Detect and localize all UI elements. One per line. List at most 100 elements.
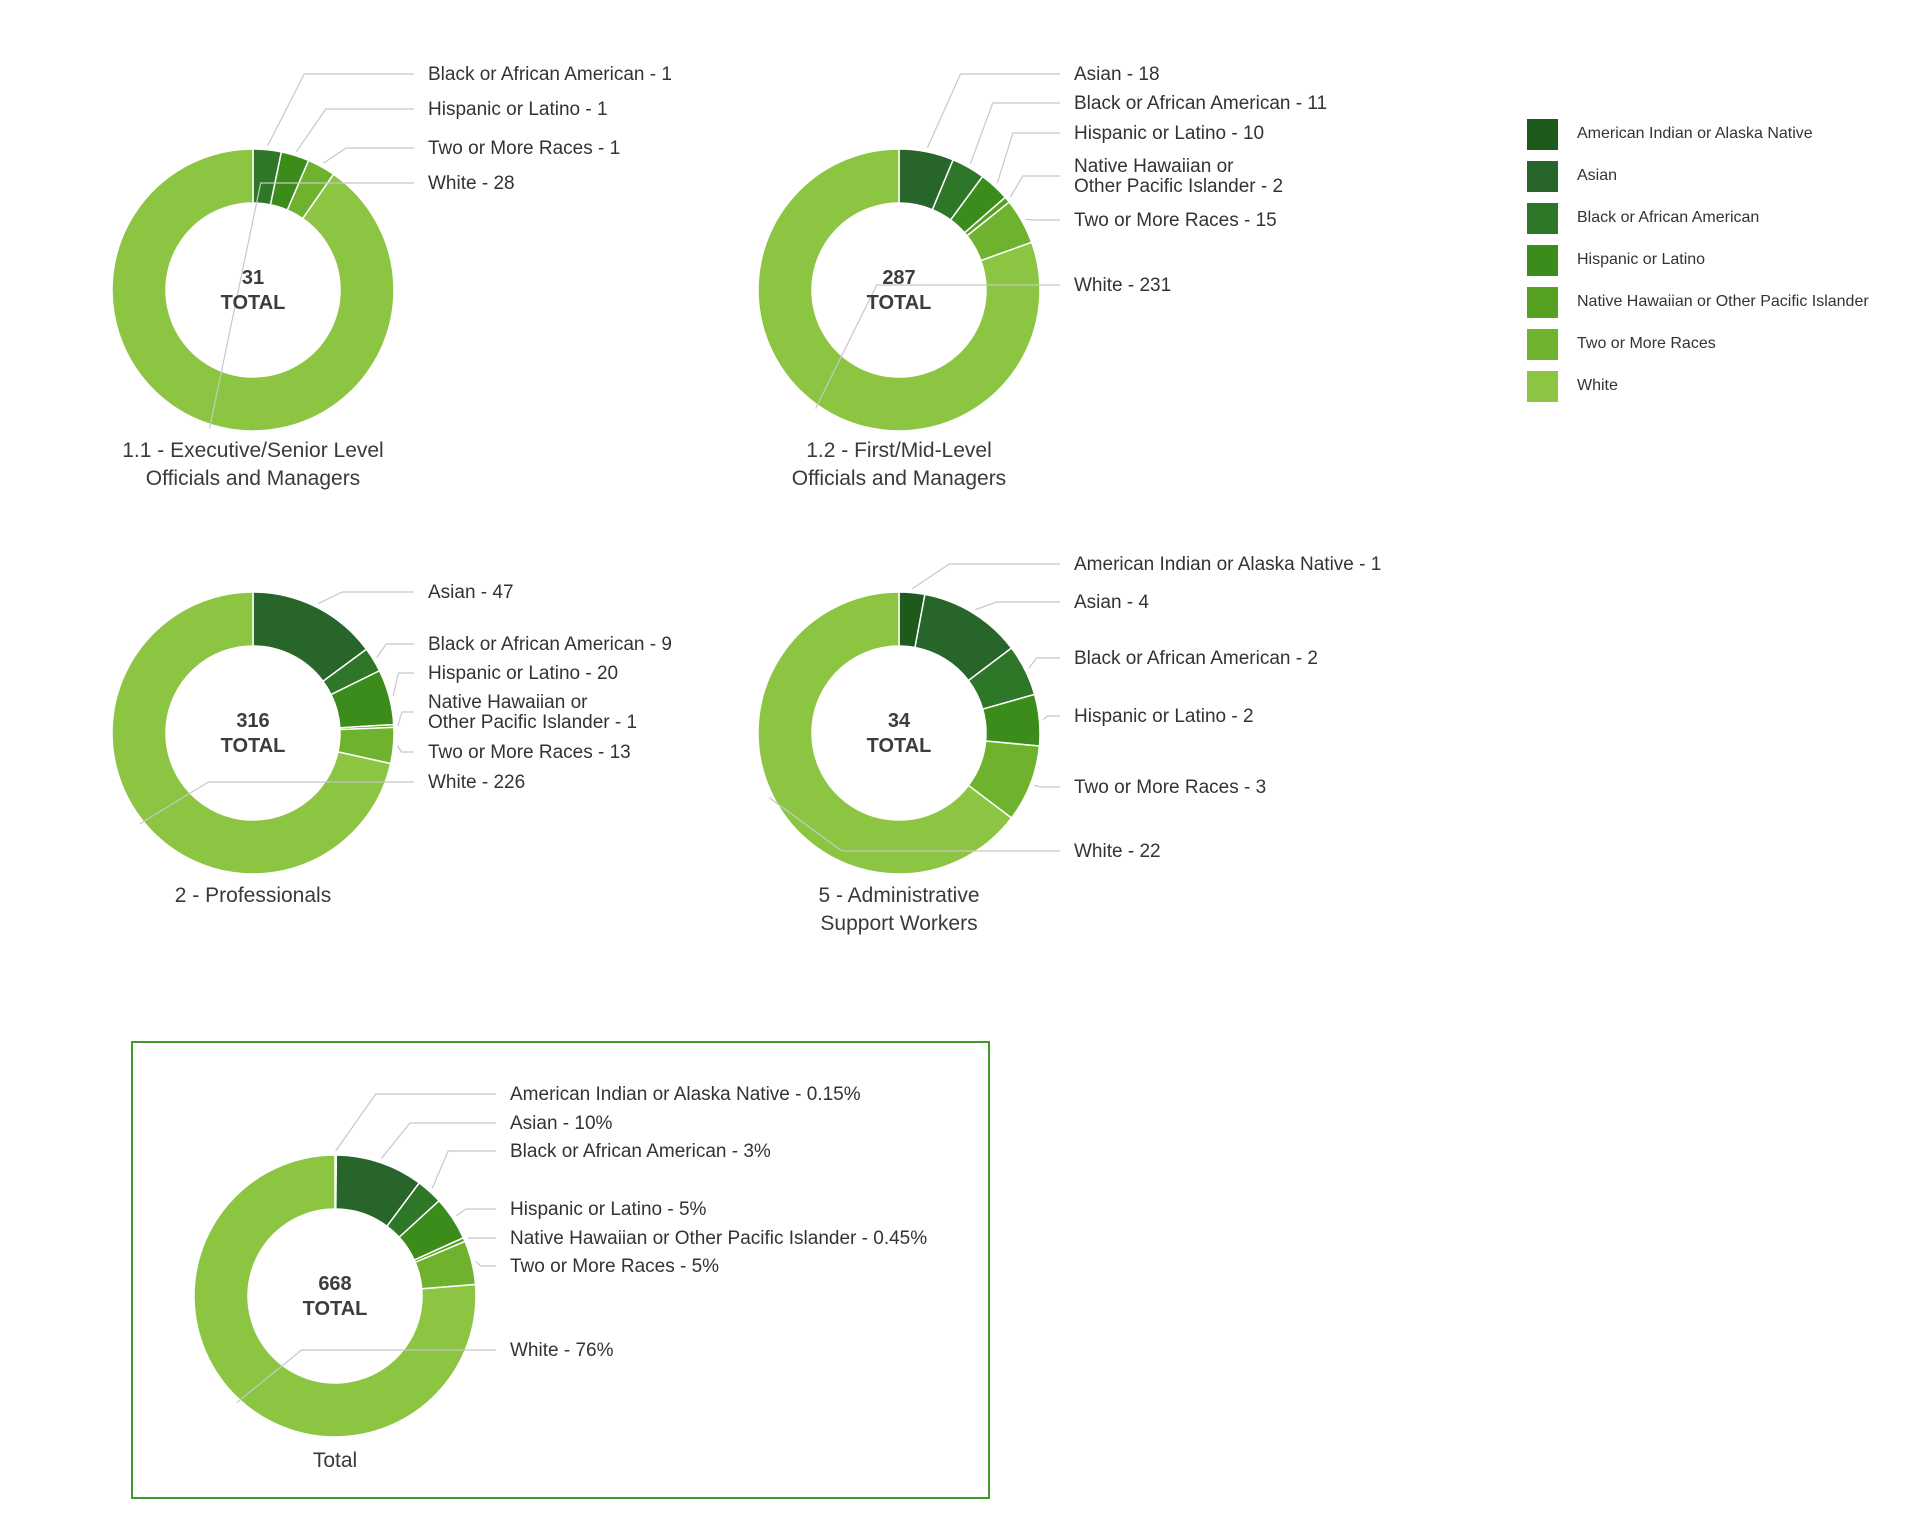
leader-line xyxy=(318,591,414,605)
center-total-value: 34 xyxy=(888,710,911,732)
legend-item: Native Hawaiian or Other Pacific Islande… xyxy=(1527,281,1869,323)
leader-line xyxy=(926,73,1060,149)
chart-title: 2 - Professionals xyxy=(175,884,331,907)
chart-title: Support Workers xyxy=(820,912,977,935)
donut-slice xyxy=(193,1154,477,1438)
leader-line xyxy=(975,601,1060,611)
center-total-value: 31 xyxy=(242,267,264,289)
leader-line xyxy=(431,1150,496,1189)
chart-title: 5 - Administrative xyxy=(818,884,979,907)
slice-label: Asian - 4 xyxy=(1074,592,1149,613)
leader-line xyxy=(335,1093,496,1152)
donut-chart-2: Asian - 18 Black or African American - 11… xyxy=(757,64,1327,490)
legend-label: Native Hawaiian or Other Pacific Islande… xyxy=(1577,293,1869,310)
leader-line xyxy=(768,797,1060,852)
legend-swatch xyxy=(1527,286,1558,318)
slice-label: Hispanic or Latino - 10 xyxy=(1074,123,1264,144)
legend-swatch xyxy=(1527,202,1558,234)
chart-title: Officials and Managers xyxy=(146,467,360,490)
total-chart-frame xyxy=(131,1041,990,1499)
leader-line xyxy=(815,284,1060,409)
slice-label: American Indian or Alaska Native - 1 xyxy=(1074,554,1381,575)
slice-label: Black or African American - 11 xyxy=(1074,93,1327,114)
slice-label: Two or More Races - 13 xyxy=(428,742,631,763)
donut-slice xyxy=(111,591,392,875)
slice-label: Hispanic or Latino - 20 xyxy=(428,663,618,684)
slice-label: White - 226 xyxy=(428,772,525,793)
legend-label: Two or More Races xyxy=(1577,335,1716,352)
donut-chart-4: American Indian or Alaska Native - 1 Asia… xyxy=(757,554,1381,935)
slice-label: Black or African American - 9 xyxy=(428,634,672,655)
leader-line xyxy=(969,102,1060,164)
legend-item: American Indian or Alaska Native xyxy=(1527,113,1869,155)
leader-line xyxy=(475,1261,496,1267)
slice-label: White - 22 xyxy=(1074,841,1161,862)
legend-label: Black or African American xyxy=(1577,209,1760,226)
leader-line xyxy=(1025,218,1060,221)
leader-line xyxy=(267,73,414,147)
leader-line xyxy=(295,108,414,152)
center-total-value: 668 xyxy=(318,1273,351,1295)
chart-title: Officials and Managers xyxy=(792,467,1006,490)
legend: American Indian or Alaska Native Asian Bla… xyxy=(1527,113,1869,407)
slice-label: White - 76% xyxy=(510,1340,614,1361)
leader-line xyxy=(1034,784,1060,788)
leader-line xyxy=(209,182,414,429)
slice-label: Black or African American - 1 xyxy=(428,64,672,85)
slice-label: Native Hawaiian or Other Pacific Islander… xyxy=(1074,156,1283,197)
legend-item: Hispanic or Latino xyxy=(1527,239,1869,281)
center-total-word: TOTAL xyxy=(867,735,932,757)
center-total-value: 287 xyxy=(882,267,915,289)
slice-label: Two or More Races - 1 xyxy=(428,138,620,159)
center-total-word: TOTAL xyxy=(867,292,932,314)
slice-label: Black or African American - 2 xyxy=(1074,648,1318,669)
chart-title: Total xyxy=(313,1449,357,1472)
donut-slice xyxy=(757,148,1041,432)
legend-label: American Indian or Alaska Native xyxy=(1577,125,1813,142)
legend-label: Asian xyxy=(1577,167,1618,184)
legend-swatch xyxy=(1527,118,1558,150)
slice-label: Native Hawaiian or Other Pacific Islande… xyxy=(510,1228,927,1249)
legend-item: Black or African American xyxy=(1527,197,1869,239)
slice-label: Native Hawaiian or Other Pacific Islander… xyxy=(428,692,637,733)
donut-slice xyxy=(111,148,395,432)
legend-label: White xyxy=(1577,377,1618,394)
leader-line xyxy=(376,643,414,658)
legend-item: White xyxy=(1527,365,1869,407)
slice-label: White - 28 xyxy=(428,173,515,194)
legend-swatch xyxy=(1527,244,1558,276)
slice-label: Two or More Races - 3 xyxy=(1074,777,1266,798)
legend-swatch xyxy=(1527,328,1558,360)
leader-line xyxy=(396,745,414,753)
slice-label: Two or More Races - 5% xyxy=(510,1256,719,1277)
slice-label: Asian - 47 xyxy=(428,582,514,603)
chart-title: 1.2 - First/Mid-Level xyxy=(806,439,992,462)
leader-line xyxy=(323,147,414,164)
slice-label: Hispanic or Latino - 1 xyxy=(428,99,608,120)
slice-label: White - 231 xyxy=(1074,275,1171,296)
leader-line xyxy=(397,711,414,726)
legend-swatch xyxy=(1527,370,1558,402)
slice-label: American Indian or Alaska Native - 0.15% xyxy=(510,1084,861,1105)
chart-title: 1.1 - Executive/Senior Level xyxy=(122,439,383,462)
leader-line xyxy=(236,1349,496,1404)
leader-line xyxy=(1042,715,1060,721)
donut-chart-5: American Indian or Alaska Native - 0.15%… xyxy=(193,1084,927,1472)
legend-item: Two or More Races xyxy=(1527,323,1869,365)
center-total-value: 316 xyxy=(236,710,269,732)
center-total-word: TOTAL xyxy=(303,1298,368,1320)
leader-line xyxy=(912,563,1060,590)
center-total-word: TOTAL xyxy=(221,735,286,757)
legend-label: Hispanic or Latino xyxy=(1577,251,1706,268)
slice-label: Hispanic or Latino - 5% xyxy=(510,1199,707,1220)
leader-line xyxy=(380,1122,496,1159)
legend-item: Asian xyxy=(1527,155,1869,197)
donut-slice xyxy=(757,591,1013,875)
donut-chart-3: Asian - 47 Black or African American - 9 H… xyxy=(111,582,672,907)
donut-chart-1: Black or African American - 1 Hispanic or… xyxy=(111,64,672,490)
leader-line xyxy=(392,672,414,697)
leader-line xyxy=(1009,175,1060,198)
slice-label: Black or African American - 3% xyxy=(510,1141,771,1162)
